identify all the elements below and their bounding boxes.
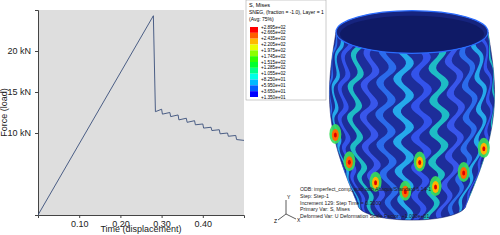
triad-axis	[286, 214, 296, 219]
cylinder-stripe	[458, 44, 486, 212]
colorbar-swatch	[250, 56, 258, 62]
tick-mark	[35, 133, 38, 134]
hot-spot	[416, 156, 423, 168]
tick-mark	[120, 215, 121, 218]
legend-box	[246, 0, 326, 100]
colorbar-swatch	[250, 33, 258, 39]
colorbar-label: +3.650e+01	[261, 89, 286, 94]
colorbar-swatch	[250, 27, 258, 33]
triad-axis	[278, 214, 286, 220]
hot-spot	[460, 167, 467, 179]
hot-spot	[334, 132, 337, 137]
legend-subtitle: SNEG, (fraction = -1.0), Layer = 1	[249, 9, 324, 15]
cylinder-inner	[340, 16, 484, 53]
hot-spot	[462, 171, 465, 176]
colorbar-label: +1.975e+02	[261, 48, 286, 53]
colorbar-label: +2.435e+02	[261, 36, 286, 41]
tick-mark	[162, 215, 163, 218]
colorbar-swatch	[250, 91, 258, 97]
triad-label: X	[297, 217, 301, 223]
colorbar-label: +2.895e+02	[261, 25, 286, 30]
hot-spot	[478, 138, 490, 158]
colorbar-swatch	[250, 68, 258, 74]
y-axis: 10 kN 15 kN 20 kN	[7, 11, 38, 216]
colorbar-label: +1.285e+02	[261, 65, 286, 70]
tick-label: 0.40	[195, 219, 213, 229]
plot-background	[38, 10, 244, 215]
annotation: Increment 129: Step Time = 0.3000	[300, 200, 381, 206]
x-axis-title: Time (displacement)	[100, 224, 181, 234]
colorbar-label: +5.950e+01	[261, 83, 286, 88]
tick-mark	[35, 92, 38, 93]
hot-spot	[374, 180, 377, 185]
cylinder-stripe	[448, 47, 478, 215]
hot-spot	[332, 129, 339, 141]
triad-axis	[286, 200, 287, 214]
axis-line	[39, 216, 245, 219]
colorbar-swatch	[250, 85, 258, 91]
colorbar-label: +1.350e+01	[261, 95, 286, 100]
tick-label: 15 kN	[7, 87, 31, 97]
canvas: 0.100.200.300.4010 kN15 kN20 kNTime (dis…	[0, 0, 500, 235]
cylinder-top	[336, 11, 488, 54]
colorbar-label: +2.665e+02	[261, 30, 286, 35]
colorbar-swatch	[250, 45, 258, 51]
colorbar-label: +2.205e+02	[261, 42, 286, 47]
annotation: Primary Var: S, Mises	[300, 206, 350, 212]
triad-label: Z	[274, 218, 277, 224]
hot-spot	[348, 160, 351, 165]
triad-label: Y	[287, 194, 291, 200]
hot-spot	[432, 181, 439, 193]
cylinder-stripe	[393, 53, 414, 220]
colorbar-swatch	[250, 74, 258, 80]
legend-averaging: (Avg: 75%)	[249, 16, 274, 22]
contour-legend: S, MisesSNEG, (fraction = -1.0), Layer =…	[246, 0, 326, 100]
axis-line	[35, 11, 39, 216]
cylinder-stripe	[423, 51, 449, 219]
hot-spot	[482, 146, 485, 151]
colorbar-swatch	[250, 39, 258, 45]
annotation: Deformed Var: U Deformation Scale Factor…	[300, 213, 429, 219]
annotation: ODB: imperfect_comp_stab.odb Abaqus/Stan…	[300, 186, 431, 192]
colorbar-label: +1.745e+02	[261, 54, 286, 59]
plot-area	[38, 16, 244, 215]
tick: 10 kN	[7, 128, 38, 138]
cylinder-stripe	[463, 39, 492, 210]
tick-mark	[35, 51, 38, 52]
hot-spot	[458, 162, 470, 182]
hot-spot	[418, 160, 421, 165]
colorbar-swatch	[250, 80, 258, 86]
colorbar-swatch	[250, 50, 258, 56]
tick: 20 kN	[7, 46, 38, 56]
hot-spot	[414, 151, 426, 171]
tick: 15 kN	[7, 87, 38, 97]
hot-spot	[480, 143, 487, 155]
y-axis-title: Force (load)	[0, 88, 9, 137]
colorbar-label: +1.055e+02	[261, 71, 286, 76]
hot-spot	[430, 176, 442, 196]
hot-spot	[343, 151, 355, 171]
annotation: Step: Step-1	[300, 193, 329, 199]
tick-mark	[203, 215, 204, 218]
hot-spot	[329, 124, 341, 144]
line-series	[38, 16, 244, 215]
tick-label: 20 kN	[7, 46, 31, 56]
legend-title: S, Mises	[249, 2, 270, 8]
colorbar-label: +1.515e+02	[261, 60, 286, 65]
colorbar-label: +8.250e+01	[261, 77, 286, 82]
tick-label: 10 kN	[7, 128, 31, 138]
colorbar-swatch	[250, 62, 258, 68]
tick: 0.10	[71, 215, 89, 229]
tick: 0.40	[195, 215, 213, 229]
cylinder-stripe	[465, 32, 494, 207]
hot-spot	[434, 185, 437, 190]
tick-mark	[79, 215, 80, 218]
hot-spot	[346, 156, 353, 168]
triad: Y Z X	[274, 194, 301, 224]
tick-label: 0.10	[71, 219, 89, 229]
